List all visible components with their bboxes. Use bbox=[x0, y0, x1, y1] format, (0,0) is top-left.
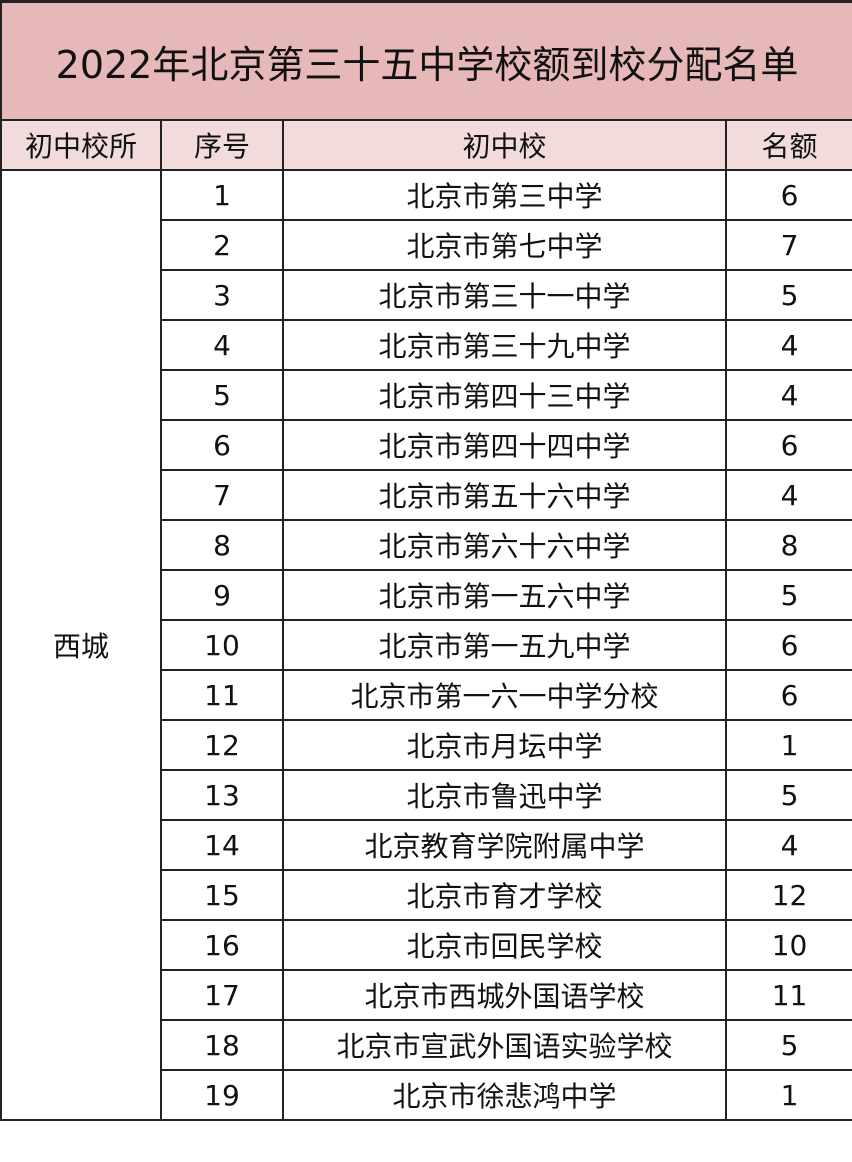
school-name: 北京市第五十六中学 bbox=[282, 469, 727, 521]
table-row: 19 北京市徐悲鸿中学 1 bbox=[1, 1069, 852, 1121]
table-row: 16 北京市回民学校 10 bbox=[1, 919, 852, 971]
header-district: 初中校所 bbox=[0, 119, 162, 171]
row-number: 19 bbox=[160, 1069, 284, 1121]
title-row: 2022年北京第三十五中学校额到校分配名单 bbox=[0, 0, 852, 121]
quota-value: 10 bbox=[724, 919, 852, 971]
table-row: 13 北京市鲁迅中学 5 bbox=[1, 769, 852, 821]
table-row: 8 北京市第六十六中学 8 bbox=[1, 519, 852, 571]
quota-value: 5 bbox=[724, 569, 852, 621]
row-number: 4 bbox=[160, 319, 284, 371]
school-name: 北京市第一五六中学 bbox=[282, 569, 727, 621]
quota-value: 6 bbox=[724, 169, 852, 221]
header-row: 初中校所 序号 初中校 名额 bbox=[0, 119, 852, 171]
table-row: 15 北京市育才学校 12 bbox=[1, 869, 852, 921]
row-number: 17 bbox=[160, 969, 284, 1021]
quota-value: 6 bbox=[724, 669, 852, 721]
table-row: 18 北京市宣武外国语实验学校 5 bbox=[1, 1019, 852, 1071]
table-row: 2 北京市第七中学 7 bbox=[1, 219, 852, 271]
row-number: 8 bbox=[160, 519, 284, 571]
row-number: 9 bbox=[160, 569, 284, 621]
quota-value: 4 bbox=[724, 819, 852, 871]
table-row: 7 北京市第五十六中学 4 bbox=[1, 469, 852, 521]
school-name: 北京市第三十一中学 bbox=[282, 269, 727, 321]
table-row: 6 北京市第四十四中学 6 bbox=[1, 419, 852, 471]
row-number: 14 bbox=[160, 819, 284, 871]
row-number: 11 bbox=[160, 669, 284, 721]
school-name: 北京市第三十九中学 bbox=[282, 319, 727, 371]
table-row: 12 北京市月坛中学 1 bbox=[1, 719, 852, 771]
table-title: 2022年北京第三十五中学校额到校分配名单 bbox=[0, 0, 852, 121]
table-row: 5 北京市第四十三中学 4 bbox=[1, 369, 852, 421]
quota-value: 5 bbox=[724, 1019, 852, 1071]
row-number: 1 bbox=[160, 169, 284, 221]
table-row: 4 北京市第三十九中学 4 bbox=[1, 319, 852, 371]
table-row: 3 北京市第三十一中学 5 bbox=[1, 269, 852, 321]
header-school: 初中校 bbox=[282, 119, 727, 171]
school-name: 北京市鲁迅中学 bbox=[282, 769, 727, 821]
quota-value: 4 bbox=[724, 319, 852, 371]
row-number: 12 bbox=[160, 719, 284, 771]
school-name: 北京市第四十三中学 bbox=[282, 369, 727, 421]
table-row: 11 北京市第一六一中学分校 6 bbox=[1, 669, 852, 721]
quota-value: 5 bbox=[724, 769, 852, 821]
table-row: 17 北京市西城外国语学校 11 bbox=[1, 969, 852, 1021]
quota-table: 2022年北京第三十五中学校额到校分配名单 初中校所 序号 初中校 名额 西城 1… bbox=[0, 0, 852, 1121]
quota-value: 12 bbox=[724, 869, 852, 921]
district-cell: 西城 bbox=[0, 169, 162, 1121]
quota-value: 6 bbox=[724, 419, 852, 471]
header-quota: 名额 bbox=[724, 119, 852, 171]
school-name: 北京市月坛中学 bbox=[282, 719, 727, 771]
quota-value: 4 bbox=[724, 369, 852, 421]
row-number: 6 bbox=[160, 419, 284, 471]
school-name: 北京市第一六一中学分校 bbox=[282, 669, 727, 721]
row-number: 18 bbox=[160, 1019, 284, 1071]
row-number: 13 bbox=[160, 769, 284, 821]
school-name: 北京市第四十四中学 bbox=[282, 419, 727, 471]
row-number: 7 bbox=[160, 469, 284, 521]
quota-value: 1 bbox=[724, 1069, 852, 1121]
table-row: 10 北京市第一五九中学 6 bbox=[1, 619, 852, 671]
table-row: 14 北京教育学院附属中学 4 bbox=[1, 819, 852, 871]
row-number: 2 bbox=[160, 219, 284, 271]
school-name: 北京市西城外国语学校 bbox=[282, 969, 727, 1021]
school-name: 北京市第一五九中学 bbox=[282, 619, 727, 671]
school-name: 北京市徐悲鸿中学 bbox=[282, 1069, 727, 1121]
row-number: 16 bbox=[160, 919, 284, 971]
table-row: 9 北京市第一五六中学 5 bbox=[1, 569, 852, 621]
quota-value: 6 bbox=[724, 619, 852, 671]
row-number: 10 bbox=[160, 619, 284, 671]
quota-value: 8 bbox=[724, 519, 852, 571]
school-name: 北京市第六十六中学 bbox=[282, 519, 727, 571]
quota-value: 7 bbox=[724, 219, 852, 271]
row-number: 15 bbox=[160, 869, 284, 921]
table-row: 西城 1 北京市第三中学 6 bbox=[0, 169, 852, 1121]
school-name: 北京教育学院附属中学 bbox=[282, 819, 727, 871]
quota-value: 11 bbox=[724, 969, 852, 1021]
school-name: 北京市宣武外国语实验学校 bbox=[282, 1019, 727, 1071]
quota-value: 5 bbox=[724, 269, 852, 321]
row-number: 5 bbox=[160, 369, 284, 421]
quota-value: 4 bbox=[724, 469, 852, 521]
school-name: 北京市育才学校 bbox=[282, 869, 727, 921]
quota-value: 1 bbox=[724, 719, 852, 771]
row-number: 3 bbox=[160, 269, 284, 321]
school-name: 北京市第三中学 bbox=[282, 169, 727, 221]
school-name: 北京市回民学校 bbox=[282, 919, 727, 971]
school-name: 北京市第七中学 bbox=[282, 219, 727, 271]
header-number: 序号 bbox=[160, 119, 284, 171]
